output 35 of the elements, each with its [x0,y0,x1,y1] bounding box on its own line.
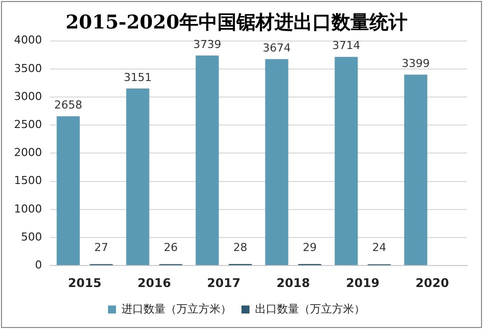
y-tick-label: 3500 [14,62,42,75]
data-label: 3739 [193,38,222,51]
legend-label: 进口数量（万立方米） [122,302,232,316]
data-label: 3399 [402,56,430,70]
data-label: 3714 [332,39,360,52]
data-label: 26 [164,240,178,254]
y-tick-label: 4000 [14,34,42,47]
x-tick-label: 2019 [346,276,380,290]
y-tick-label: 2000 [14,146,42,160]
data-label: 28 [233,240,248,254]
y-tick-label: 2500 [14,118,42,131]
x-tick-label: 2017 [207,276,240,290]
x-tick-label: 2016 [138,276,171,290]
data-label: 3151 [124,70,152,84]
y-tick-label: 500 [20,230,42,244]
bar [126,88,150,266]
y-tick-label: 1500 [14,174,42,188]
chart-title: 2015-2020年中国锯材进出口数量统计 [66,11,408,34]
x-tick-label: 2020 [416,276,449,290]
bar [196,55,219,266]
y-tick-label: 0 [34,258,42,272]
data-label: 29 [302,240,317,254]
data-label: 2658 [54,98,82,112]
bar [56,116,80,266]
bar [404,74,428,266]
legend-label: 出口数量（万立方米） [255,302,365,316]
data-label: 27 [94,240,108,254]
data-label: 24 [372,240,386,254]
y-tick-label: 1000 [14,202,42,216]
bar [265,59,288,266]
data-label: 3674 [262,41,291,54]
x-tick-label: 2015 [68,276,102,290]
y-tick-label: 3000 [14,90,42,103]
bar [334,56,358,266]
x-tick-label: 2018 [276,276,310,290]
